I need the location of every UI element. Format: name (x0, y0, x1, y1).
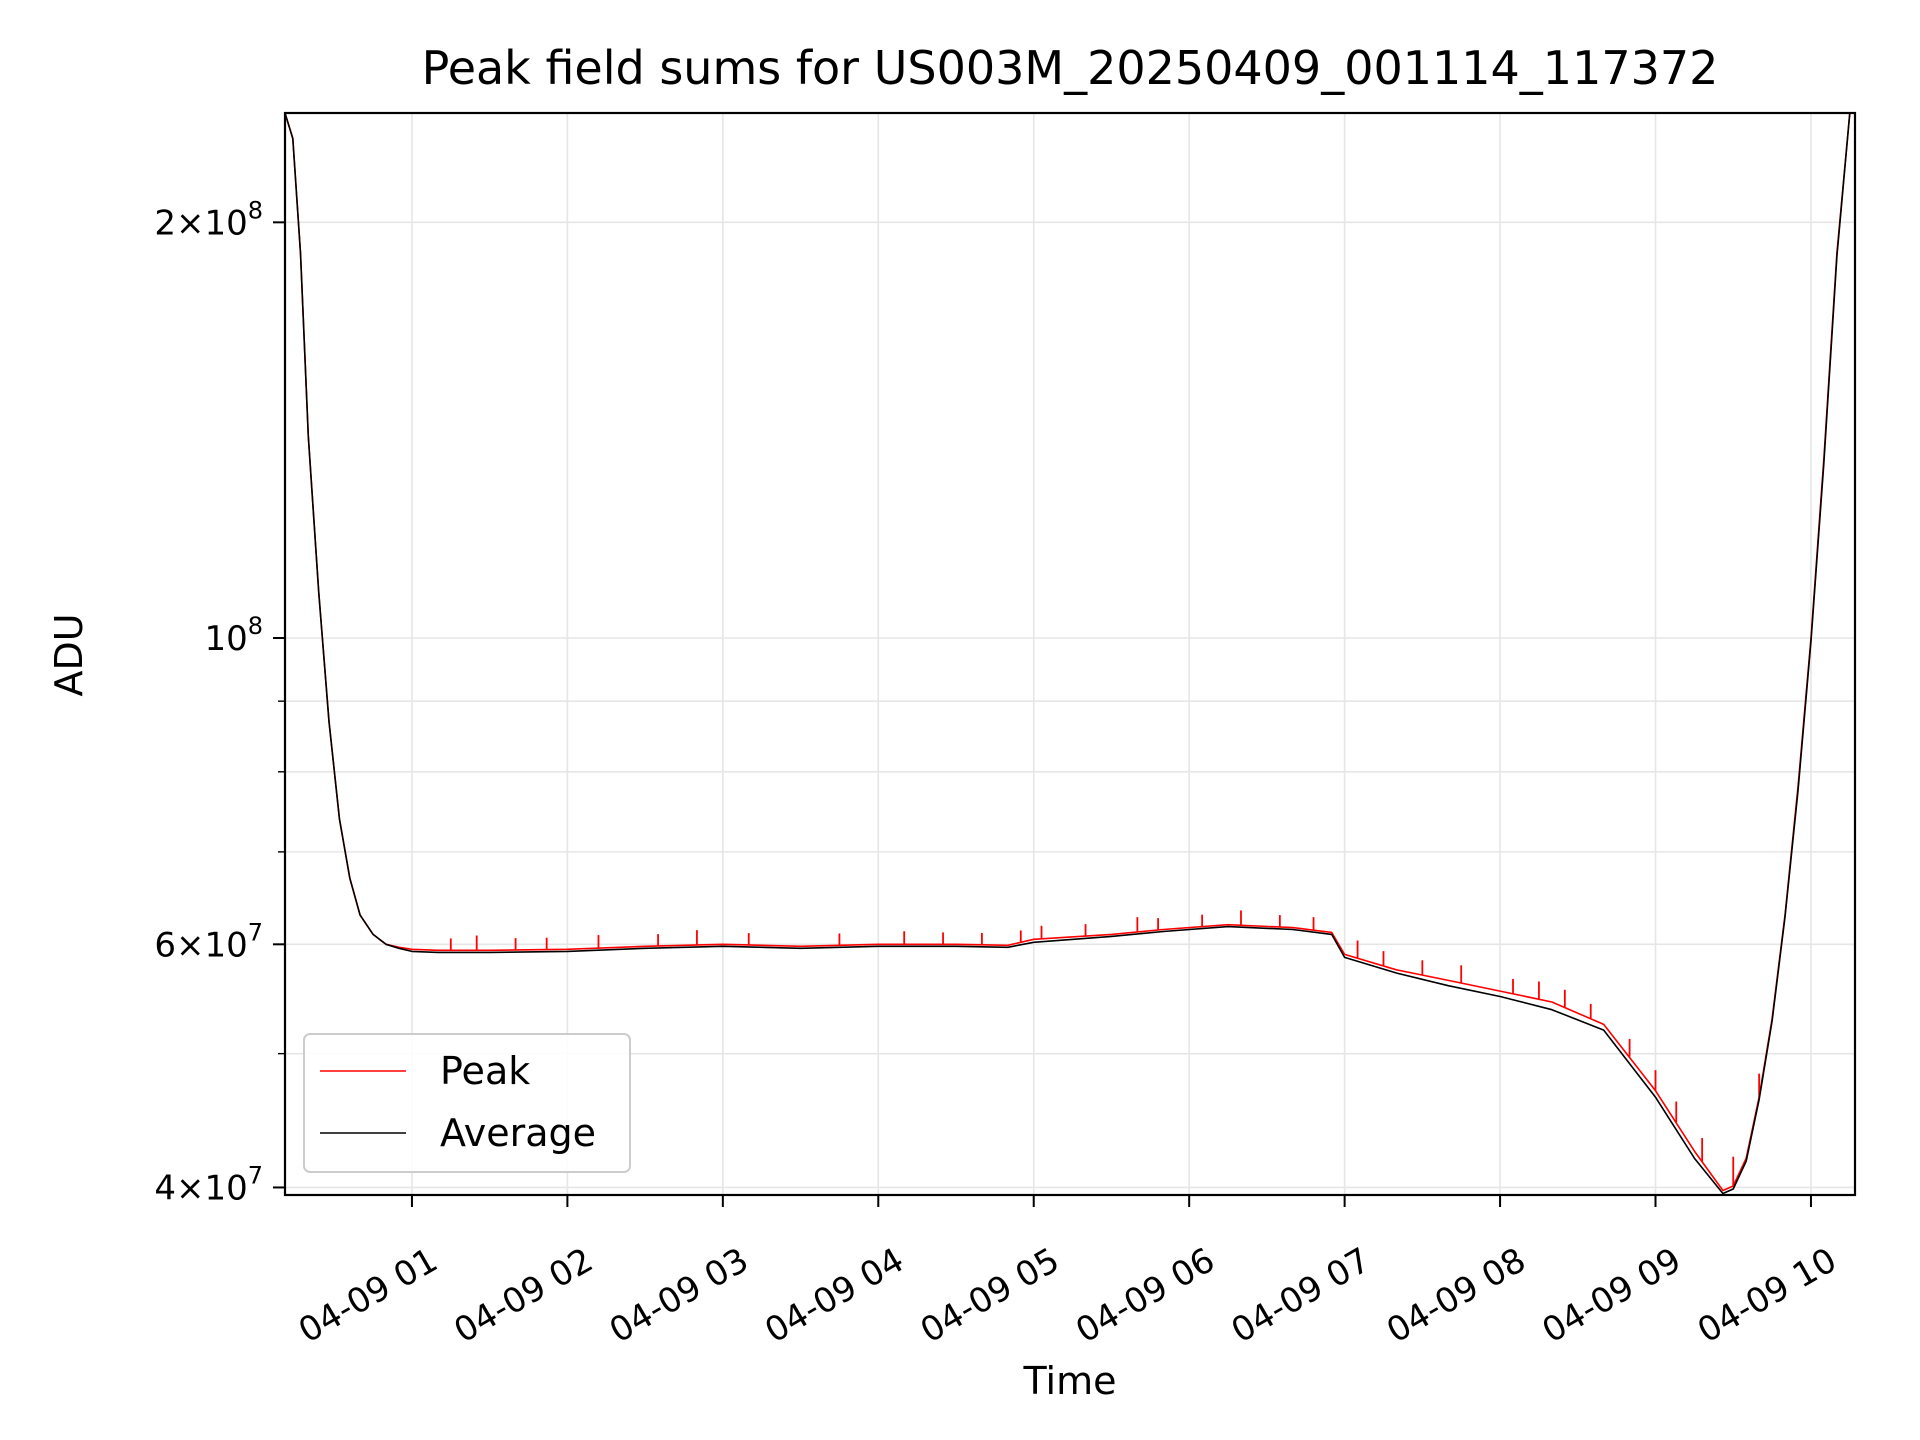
legend-label-average: Average (440, 1111, 596, 1155)
plot-series (285, 113, 1851, 1195)
legend: Peak Average (303, 1033, 631, 1173)
chart-title: Peak field sums for US003M_20250409_0011… (422, 41, 1719, 95)
series-group (285, 113, 1851, 1195)
series-line-average (285, 113, 1851, 1195)
y-tick-label: 4×107 (154, 1161, 263, 1208)
y-tick-label: 108 (204, 612, 263, 659)
y-tick-label: 6×107 (154, 918, 263, 965)
y-axis-label: ADU (47, 613, 91, 696)
x-axis-label: Time (1023, 1359, 1117, 1403)
legend-box (303, 1033, 631, 1173)
y-tick-label: 2×108 (154, 196, 263, 243)
legend-label-peak: Peak (440, 1049, 530, 1093)
axes-frame (283, 111, 1857, 1197)
